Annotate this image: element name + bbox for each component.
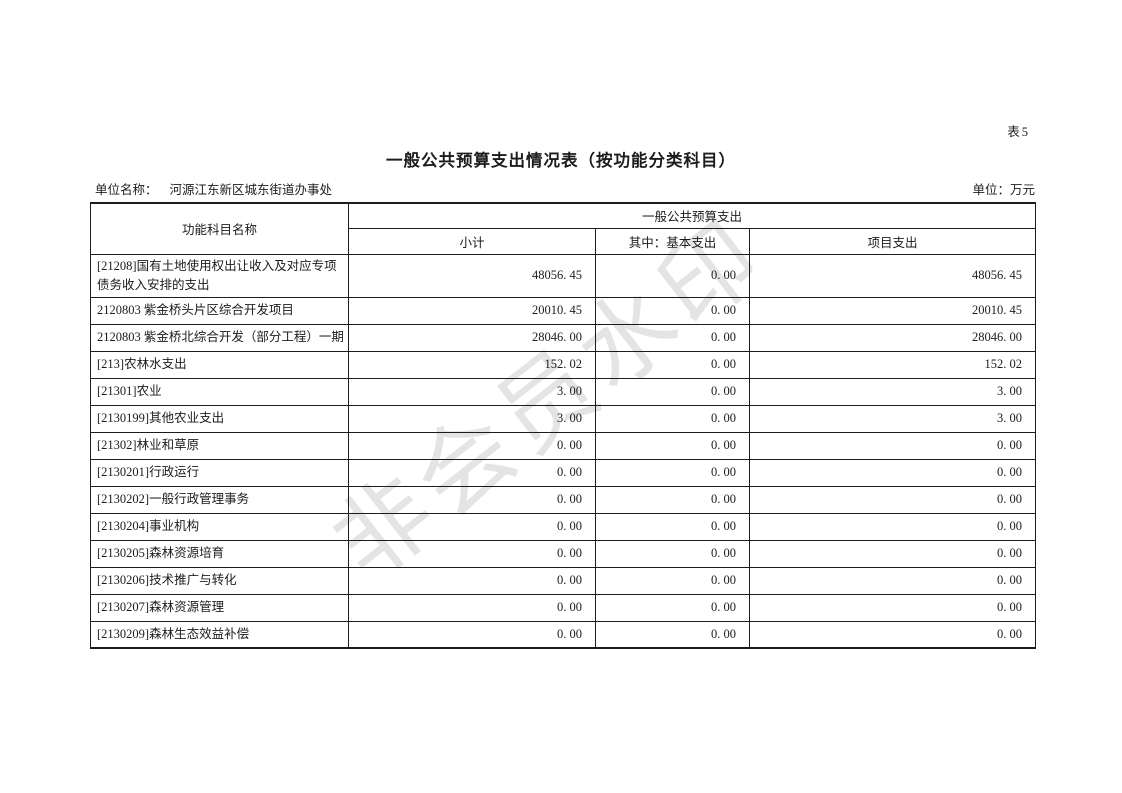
subject-name-cell: [21301]农业 <box>90 377 349 406</box>
subtotal-cell: 0. 00 <box>348 431 596 460</box>
table-row: [2130201]行政运行 0. 00 0. 00 0. 00 <box>90 458 1036 487</box>
table-row: [2130205]森林资源培育 0. 00 0. 00 0. 00 <box>90 539 1036 568</box>
subject-name-cell: [2130206]技术推广与转化 <box>90 566 349 595</box>
project-expenditure-cell: 20010. 45 <box>749 296 1036 325</box>
table-row: [2130204]事业机构 0. 00 0. 00 0. 00 <box>90 512 1036 541</box>
table-row: [2130202]一般行政管理事务 0. 00 0. 00 0. 00 <box>90 485 1036 514</box>
header-project-expenditure: 项目支出 <box>749 227 1036 255</box>
project-expenditure-cell: 0. 00 <box>749 431 1036 460</box>
project-expenditure-cell: 28046. 00 <box>749 323 1036 352</box>
basic-expenditure-cell: 0. 00 <box>595 458 750 487</box>
subtotal-cell: 0. 00 <box>348 593 596 622</box>
unit-name-label: 单位名称： <box>95 183 158 197</box>
project-expenditure-cell: 0. 00 <box>749 593 1036 622</box>
basic-expenditure-cell: 0. 00 <box>595 566 750 595</box>
subtotal-cell: 0. 00 <box>348 485 596 514</box>
basic-expenditure-cell: 0. 00 <box>595 593 750 622</box>
project-expenditure-cell: 3. 00 <box>749 404 1036 433</box>
subtotal-cell: 152. 02 <box>348 350 596 379</box>
unit-name-value: 河源江东新区城东街道办事处 <box>169 183 333 197</box>
page-title: 一般公共预算支出情况表（按功能分类科目） <box>386 152 736 170</box>
subject-name-cell: [2130209]森林生态效益补偿 <box>90 620 349 649</box>
subject-name-cell: 2120803 紫金桥北综合开发（部分工程）一期 <box>90 323 349 352</box>
basic-expenditure-cell: 0. 00 <box>595 404 750 433</box>
basic-expenditure-cell: 0. 00 <box>595 485 750 514</box>
basic-expenditure-cell: 0. 00 <box>595 431 750 460</box>
table-row: [21301]农业 3. 00 0. 00 3. 00 <box>90 377 1036 406</box>
table-row: [21302]林业和草原 0. 00 0. 00 0. 00 <box>90 431 1036 460</box>
header-row-group: 功能科目名称 一般公共预算支出 <box>90 202 1036 255</box>
project-expenditure-cell: 0. 00 <box>749 539 1036 568</box>
project-expenditure-cell: 3. 00 <box>749 377 1036 406</box>
table-row: [2130207]森林资源管理 0. 00 0. 00 0. 00 <box>90 593 1036 622</box>
basic-expenditure-cell: 0. 00 <box>595 512 750 541</box>
subject-name-cell: [2130205]森林资源培育 <box>90 539 349 568</box>
header-row-sub: 小计 其中：基本支出 项目支出 <box>91 227 1036 255</box>
budget-expenditure-table: 功能科目名称 一般公共预算支出 小计 其中：基本支出 项目支出 [21208]国… <box>90 202 1036 649</box>
basic-expenditure-cell: 0. 00 <box>595 323 750 352</box>
subtotal-cell: 3. 00 <box>348 404 596 433</box>
unit-name-line: 单位名称： 河源江东新区城东街道办事处 <box>95 179 332 198</box>
basic-expenditure-cell: 0. 00 <box>595 296 750 325</box>
subject-name-cell: [2130199]其他农业支出 <box>90 404 349 433</box>
subtotal-cell: 48056. 45 <box>348 253 596 298</box>
basic-expenditure-cell: 0. 00 <box>595 253 750 298</box>
table-body: [21208]国有土地使用权出让收入及对应专项债务收入安排的支出 48056. 4… <box>90 253 1036 649</box>
subtotal-cell: 0. 00 <box>348 512 596 541</box>
project-expenditure-cell: 0. 00 <box>749 485 1036 514</box>
project-expenditure-cell: 0. 00 <box>749 458 1036 487</box>
basic-expenditure-cell: 0. 00 <box>595 377 750 406</box>
subject-name-cell: [2130202]一般行政管理事务 <box>90 485 349 514</box>
table-row: 2120803 紫金桥头片区综合开发项目 20010. 45 0. 00 20010.… <box>90 296 1036 325</box>
subtotal-cell: 0. 00 <box>348 620 596 649</box>
project-expenditure-cell: 0. 00 <box>749 620 1036 649</box>
subject-name-cell: [2130207]森林资源管理 <box>90 593 349 622</box>
project-expenditure-cell: 48056. 45 <box>749 253 1036 298</box>
subject-name-cell: [2130201]行政运行 <box>90 458 349 487</box>
subtotal-cell: 20010. 45 <box>348 296 596 325</box>
table-row: [2130209]森林生态效益补偿 0. 00 0. 00 0. 00 <box>90 620 1036 649</box>
table-row: 2120803 紫金桥北综合开发（部分工程）一期 28046. 00 0. 00 28… <box>90 323 1036 352</box>
subtotal-cell: 0. 00 <box>348 539 596 568</box>
subject-name-cell: [21208]国有土地使用权出让收入及对应专项债务收入安排的支出 <box>90 253 349 298</box>
unit-of-measure-label: 单位：万元 <box>972 183 1035 197</box>
header-subject-column: 功能科目名称 <box>90 202 349 255</box>
subject-name-cell: [213]农林水支出 <box>90 350 349 379</box>
header-basic-expenditure: 其中：基本支出 <box>595 227 750 255</box>
sheet-number-label: 表5 <box>1007 125 1030 139</box>
subtotal-cell: 28046. 00 <box>348 323 596 352</box>
project-expenditure-cell: 0. 00 <box>749 512 1036 541</box>
basic-expenditure-cell: 0. 00 <box>595 620 750 649</box>
table-row: [2130206]技术推广与转化 0. 00 0. 00 0. 00 <box>90 566 1036 595</box>
table-row: [21208]国有土地使用权出让收入及对应专项债务收入安排的支出 48056. 4… <box>90 253 1036 298</box>
basic-expenditure-cell: 0. 00 <box>595 539 750 568</box>
table-header: 功能科目名称 一般公共预算支出 小计 其中：基本支出 项目支出 <box>90 202 1036 255</box>
project-expenditure-cell: 152. 02 <box>749 350 1036 379</box>
subtotal-cell: 0. 00 <box>348 566 596 595</box>
table-row: [2130199]其他农业支出 3. 00 0. 00 3. 00 <box>90 404 1036 433</box>
subject-name-cell: [21302]林业和草原 <box>90 431 349 460</box>
basic-expenditure-cell: 0. 00 <box>595 350 750 379</box>
header-group-general-budget: 一般公共预算支出 <box>348 202 1036 229</box>
header-subtotal: 小计 <box>348 227 596 255</box>
meta-row: 单位名称： 河源江东新区城东街道办事处 单位：万元 <box>95 179 1035 198</box>
table-row: [213]农林水支出 152. 02 0. 00 152. 02 <box>90 350 1036 379</box>
subtotal-cell: 3. 00 <box>348 377 596 406</box>
subject-name-cell: 2120803 紫金桥头片区综合开发项目 <box>90 296 349 325</box>
subtotal-cell: 0. 00 <box>348 458 596 487</box>
project-expenditure-cell: 0. 00 <box>749 566 1036 595</box>
subject-name-cell: [2130204]事业机构 <box>90 512 349 541</box>
